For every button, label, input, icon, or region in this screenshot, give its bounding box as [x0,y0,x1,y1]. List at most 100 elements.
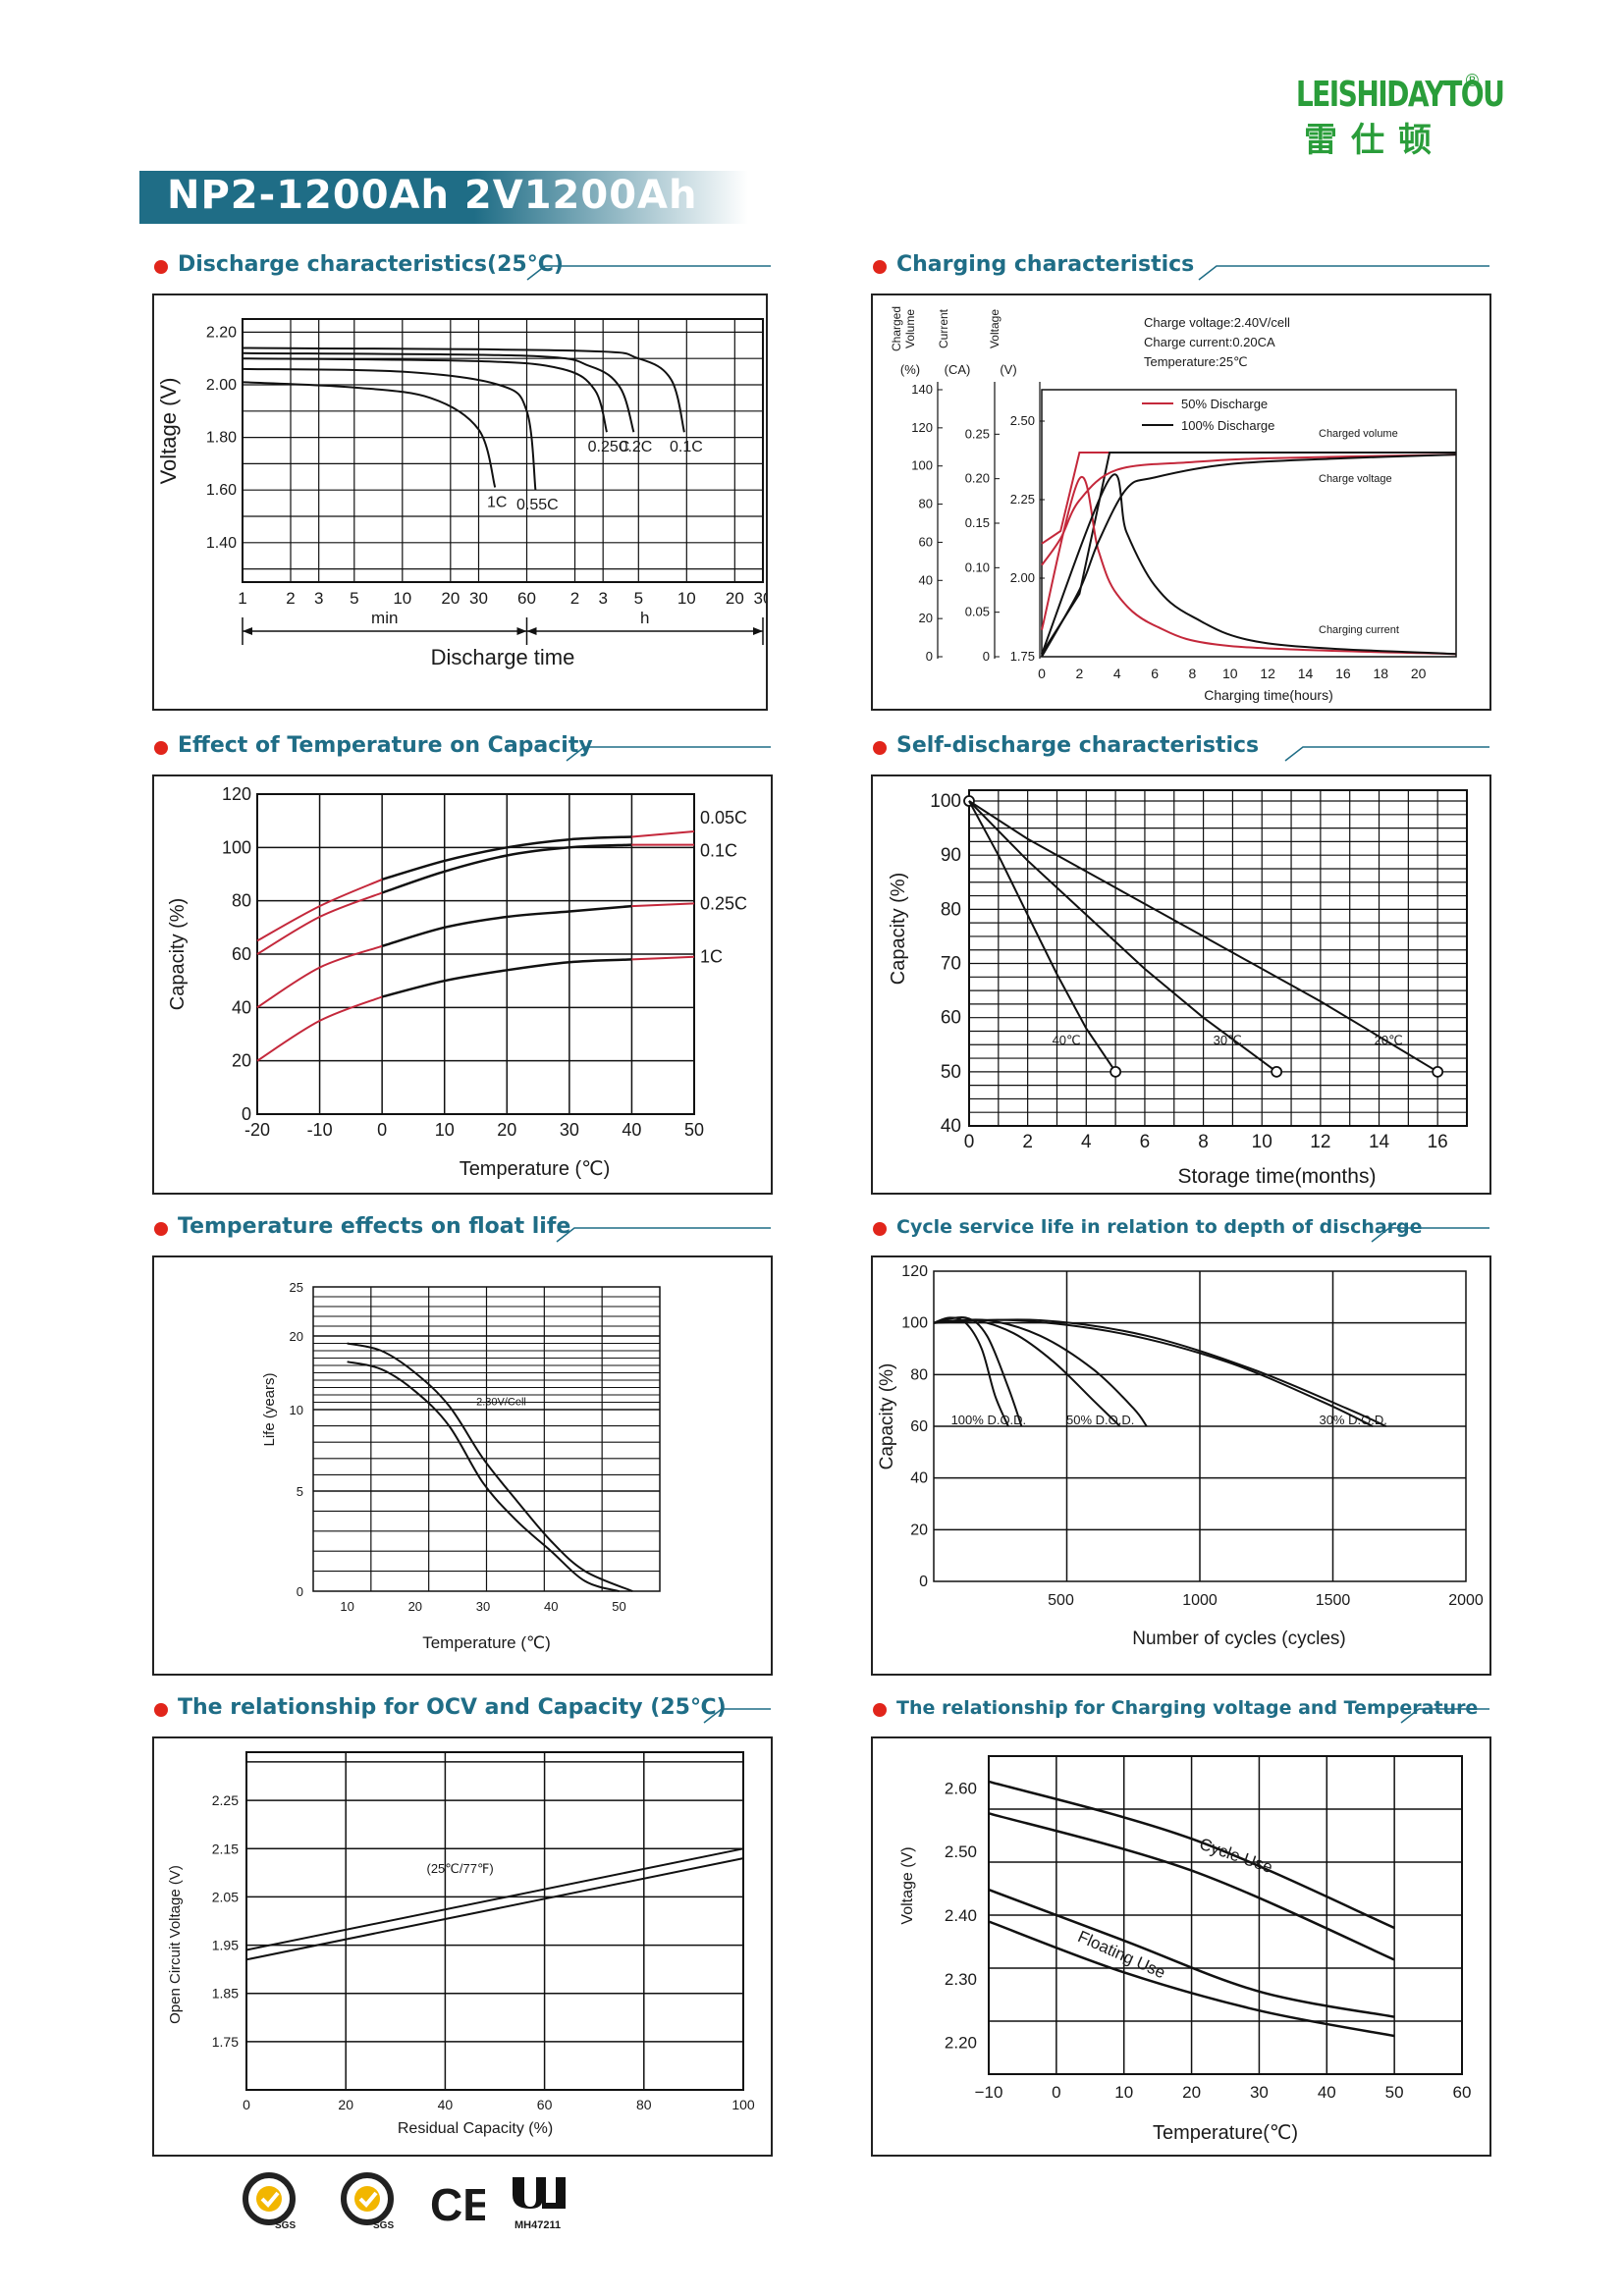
x-tick-label: 1500 [1316,1592,1351,1609]
series-line [1041,454,1457,566]
y-tick-label: 1.85 [212,1986,239,2002]
series-line [933,1318,1148,1427]
series-line [933,1318,1121,1427]
volume-tick-label: 0 [926,649,933,664]
y-tick-label: 20 [910,1522,928,1538]
bullet-icon [154,260,168,274]
section-float-life: Temperature effects on float life [154,1214,771,1244]
x-tick-label: 30 [560,1120,579,1140]
heading-rule [566,746,771,762]
y-tick-label: 1.40 [206,535,237,552]
x-tick-label: 30 [469,589,488,608]
ocv-chart-panel: 2.25 2.15 2.05 1.95 1.85 1.75 0 20 40 60 80 100 Resi… [152,1736,773,2157]
y-tick-label: 0 [919,1574,928,1590]
y-tick-label: 20 [232,1051,251,1071]
x-tick-label: 20 [497,1120,516,1140]
x-tick-label: 2000 [1448,1592,1484,1609]
bullet-icon [873,1703,887,1717]
series-line [1041,475,1457,656]
x-tick-label: 30 [1250,2083,1269,2102]
unit-min: min [371,609,398,627]
y-tick-label: 100 [901,1315,928,1332]
voltage-tick-label: 1.75 [1010,649,1035,664]
charging-chart-panel: 140 120 100 80 60 40 20 0 Charged Volume (%) 0.25 0.… [871,294,1491,711]
x-tick-label: 12 [1260,666,1275,681]
x-tick-label: 3 [598,589,607,608]
x-tick-label: 10 [1252,1132,1272,1152]
x-tick-label: 16 [1335,666,1351,681]
series-label: 50% D.O.D. [1066,1413,1134,1427]
y-tick-label: 40 [910,1470,928,1487]
section-title: Self-discharge characteristics [896,733,1260,758]
y-tick-label: 2.30 [945,1970,977,1989]
x-tick-label: 4 [1081,1132,1092,1152]
y-tick-label: 100 [930,791,961,812]
y-axis-title: Capacity (%) [877,1363,897,1470]
x-tick-label: 4 [1113,666,1121,681]
series-line [988,1920,1395,2038]
series-label: 30% D.O.D. [1319,1413,1386,1427]
series-line [242,351,635,433]
x-axis-title: Residual Capacity (%) [398,2120,553,2137]
series-label: 1C [487,495,507,511]
voltage-tick-label: 2.00 [1010,570,1035,585]
x-tick-label: 40 [622,1120,641,1140]
series-line [347,1342,633,1592]
x-tick-label: 1000 [1182,1592,1218,1609]
x-tick-label: 10 [435,1120,455,1140]
series-line [988,1888,1395,2018]
section-title: The relationship for OCV and Capacity (2… [178,1695,727,1720]
y-tick-label: 5 [297,1484,303,1499]
arrow-head [243,627,252,635]
series-line-hot [631,830,695,838]
x-tick-label: 3 [314,589,323,608]
model-title-bar [139,171,748,224]
x-tick-label: 30 [476,1599,490,1614]
x-tick-label: 5 [350,589,358,608]
x-tick-label: -10 [307,1120,333,1140]
x-axis-title: Temperature (℃) [422,1633,551,1652]
x-tick-label: 50 [1385,2083,1404,2102]
curve-label: (25℃/77℉) [426,1861,493,1876]
y-tick-label: 2.20 [206,324,237,341]
arrow-head [753,627,763,635]
voltage-axis-title: Voltage [988,309,1001,348]
x-tick-label: 80 [636,2097,652,2112]
volume-tick-label: 20 [919,611,933,625]
y-tick-label: 80 [941,899,961,920]
x-tick-label: 10 [677,589,696,608]
y-axis-title: Capacity (%) [167,898,189,1010]
y-tick-label: 40 [941,1116,961,1137]
series-label: 0.1C [700,841,737,861]
x-tick-label: 0 [377,1120,387,1140]
x-tick-label: 500 [1048,1592,1074,1609]
y-tick-label: 2.20 [945,2034,977,2053]
plot-frame [1041,389,1457,658]
y-tick-label: 10 [290,1403,303,1417]
y-tick-label: 60 [910,1418,928,1435]
series-label: 20℃ [1375,1033,1403,1047]
x-tick-label: 50 [684,1120,704,1140]
y-tick-label: 70 [941,954,961,975]
heading-rule [526,265,771,281]
current-tick-label: 0 [983,649,990,664]
series-line-hot [631,902,695,908]
x-axis-title: Storage time(months) [1178,1165,1377,1188]
bullet-icon [154,741,168,755]
x-tick-label: 60 [1453,2083,1472,2102]
section-temp-capacity: Effect of Temperature on Capacity [154,733,771,763]
self-discharge-chart: 100 90 80 70 60 50 400 2 4 6 8 10 12 14 16 Storage time… [888,789,1468,1188]
y-tick-label: 2.60 [945,1779,977,1797]
y-tick-label: 1.60 [206,482,237,499]
series-line [968,800,1116,1073]
temp-capacity-chart-panel: 120 100 80 60 40 20 0 -20 -10 0 10 20 30 40 50 Temperat… [152,774,773,1195]
curve-label: Charged volume [1319,428,1398,440]
x-tick-label: 60 [537,2097,553,2112]
legend-label: 100% Discharge [1181,418,1274,433]
brand-logo: LEISHIDAYTOU ® 雷仕顿 [1267,71,1505,161]
series-label-float: Floating Use [1075,1927,1168,1982]
y-axis-title: Capacity (%) [888,873,909,985]
brand-latin: LEISHIDAYTOU [1295,75,1505,115]
